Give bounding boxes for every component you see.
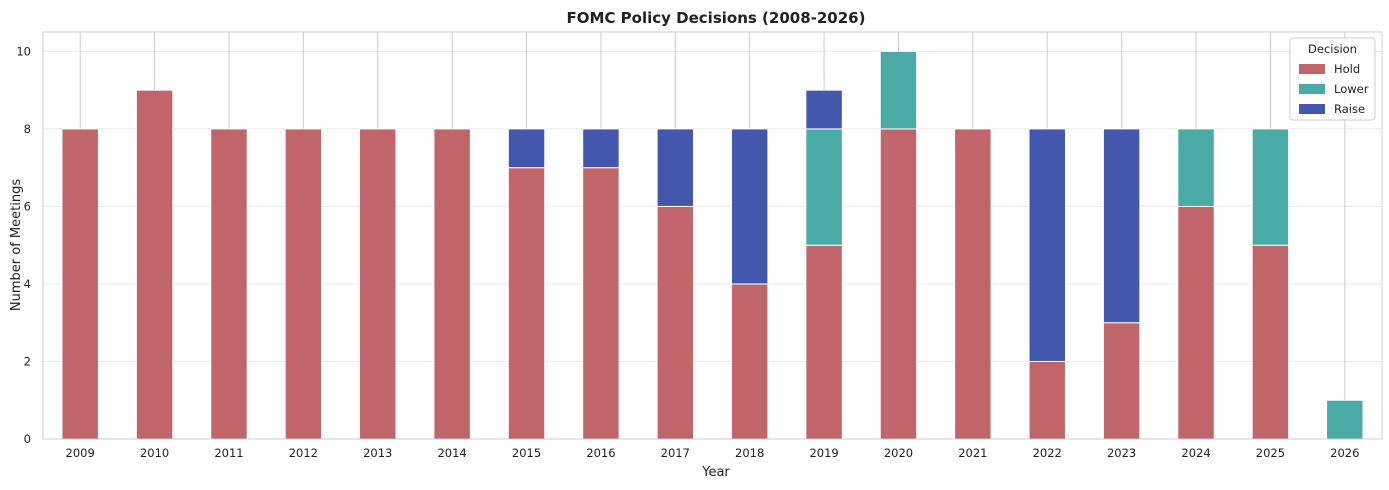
x-tick-label: 2019 (809, 446, 838, 460)
legend-label-raise: Raise (1334, 102, 1365, 116)
bar-hold-2019 (805, 244, 843, 440)
y-axis-label: Number of Meetings (9, 179, 24, 311)
bar-hold-2021 (954, 128, 992, 440)
legend-label-lower: Lower (1334, 82, 1369, 96)
bar-hold-2013 (359, 128, 397, 440)
x-tick-label: 2016 (586, 446, 615, 460)
bar-raise-2023 (1102, 128, 1141, 324)
bar-hold-2014 (433, 128, 471, 440)
x-tick-label: 2013 (363, 446, 392, 460)
x-tick-label: 2009 (66, 446, 95, 460)
y-tick-label: 8 (24, 122, 31, 136)
x-tick-label: 2022 (1033, 446, 1062, 460)
bar-hold-2023 (1102, 322, 1141, 440)
bar-lower-2026 (1326, 399, 1364, 440)
legend-label-hold: Hold (1334, 62, 1360, 76)
x-tick-label: 2024 (1181, 446, 1210, 460)
legend-swatch-lower (1299, 84, 1325, 94)
y-tick-label: 2 (24, 354, 31, 368)
legend-swatch-raise (1299, 104, 1325, 114)
x-axis-label: Year (701, 465, 730, 480)
bar-lower-2019 (805, 128, 843, 246)
x-tick-label: 2026 (1330, 446, 1359, 460)
bar-hold-2009 (61, 128, 99, 440)
x-tick-label: 2010 (140, 446, 169, 460)
chart-title: FOMC Policy Decisions (2008-2026) (567, 9, 866, 27)
x-tick-label: 2023 (1107, 446, 1136, 460)
bar-hold-2011 (210, 128, 248, 440)
bar-raise-2017 (656, 128, 695, 207)
bar-lower-2025 (1251, 128, 1290, 246)
bar-hold-2018 (730, 283, 769, 440)
bar-raise-2018 (730, 128, 769, 285)
bar-hold-2017 (656, 205, 695, 440)
legend-title: Decision (1308, 42, 1357, 56)
x-tick-label: 2020 (884, 446, 913, 460)
bar-hold-2010 (135, 89, 174, 440)
bar-hold-2022 (1028, 360, 1066, 440)
x-tick-label: 2015 (512, 446, 541, 460)
x-tick-label: 2014 (437, 446, 466, 460)
bar-hold-2020 (879, 128, 918, 440)
bar-hold-2024 (1177, 205, 1215, 440)
bar-hold-2012 (284, 128, 323, 440)
x-tick-label: 2012 (289, 446, 318, 460)
bar-raise-2015 (507, 128, 546, 169)
axes: 0 2 4 6 8 10 2009 2010 2011 2012 2013 2014 2015 2016 2… (16, 31, 1383, 460)
bar-hold-2016 (582, 167, 620, 440)
x-tick-label: 2025 (1256, 446, 1285, 460)
bar-raise-2016 (582, 128, 620, 169)
bars (61, 50, 1364, 440)
x-tick-label: 2021 (958, 446, 987, 460)
x-tick-label: 2018 (735, 446, 764, 460)
legend-box (1289, 37, 1376, 121)
bar-hold-2025 (1251, 244, 1290, 440)
plot-frame (42, 31, 1383, 440)
bar-raise-2019 (805, 89, 843, 130)
legend-swatch-hold (1299, 64, 1325, 74)
bar-hold-2015 (507, 167, 546, 440)
legend: Decision Hold Lower Raise (1289, 37, 1376, 121)
y-tick-label: 4 (24, 277, 31, 291)
y-tick-label: 6 (24, 199, 31, 213)
bar-lower-2020 (879, 50, 918, 130)
y-tick-label: 0 (24, 432, 31, 446)
y-tick-label: 10 (16, 44, 31, 58)
bar-raise-2022 (1028, 128, 1066, 362)
bar-lower-2024 (1177, 128, 1215, 207)
x-tick-label: 2011 (214, 446, 243, 460)
x-tick-label: 2017 (661, 446, 690, 460)
